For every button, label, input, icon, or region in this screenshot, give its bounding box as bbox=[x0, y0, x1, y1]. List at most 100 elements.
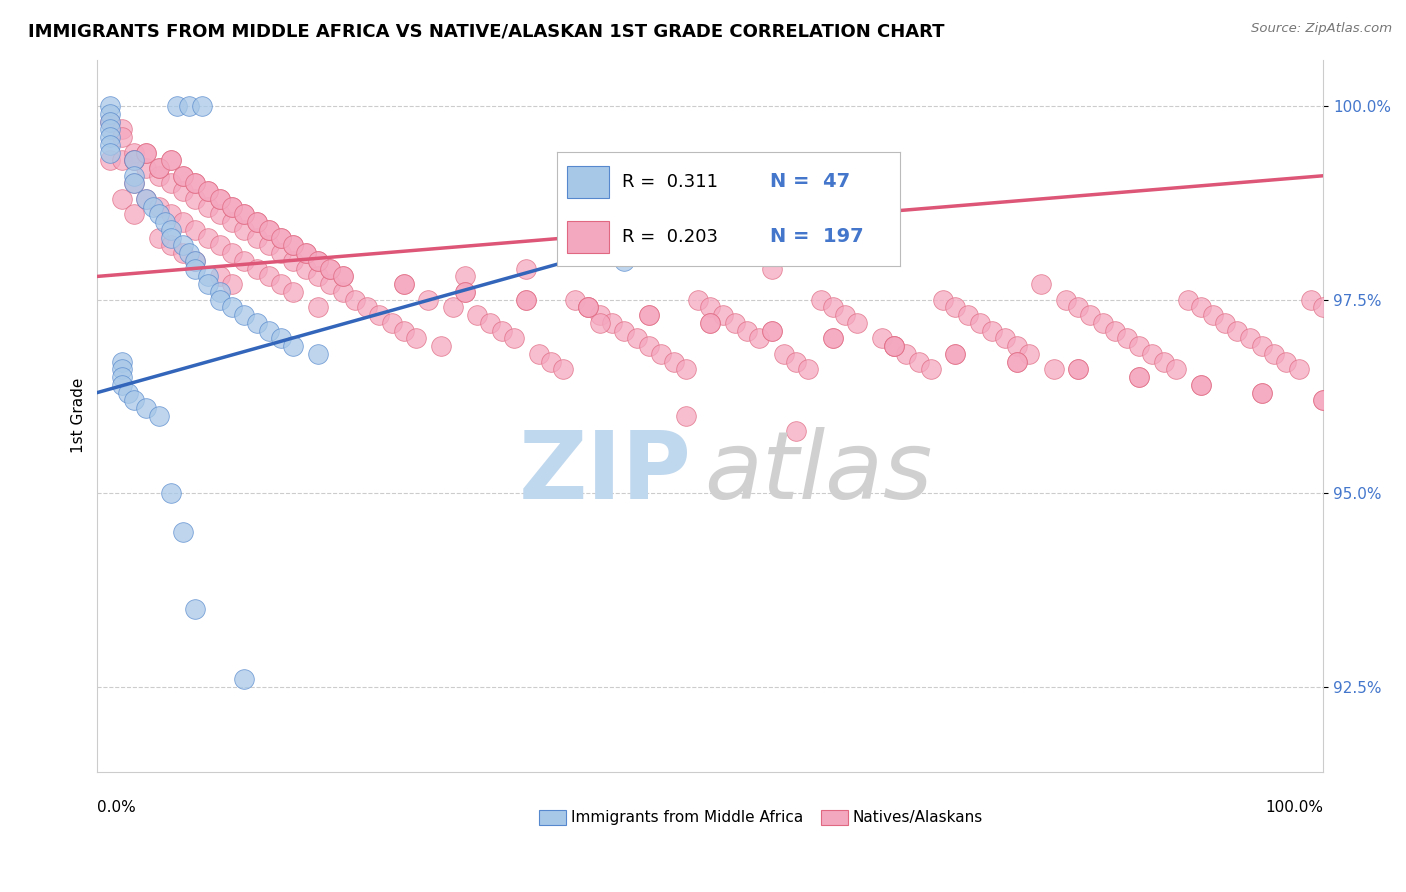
Point bbox=[184, 254, 207, 268]
Point bbox=[148, 169, 170, 183]
Point bbox=[515, 293, 537, 307]
Point bbox=[179, 246, 201, 260]
Point bbox=[135, 161, 157, 175]
Point bbox=[945, 347, 967, 361]
Point bbox=[1091, 316, 1114, 330]
Point bbox=[172, 246, 194, 260]
Point bbox=[1288, 362, 1310, 376]
Point bbox=[675, 409, 697, 423]
Point bbox=[1005, 354, 1028, 368]
Point bbox=[699, 316, 721, 330]
Point bbox=[111, 122, 134, 136]
Point bbox=[111, 362, 134, 376]
Point bbox=[98, 137, 121, 152]
FancyBboxPatch shape bbox=[821, 810, 848, 825]
Point bbox=[785, 354, 807, 368]
Point bbox=[184, 602, 207, 616]
Point bbox=[148, 207, 170, 221]
Point bbox=[1005, 339, 1028, 353]
Point bbox=[148, 230, 170, 244]
Point bbox=[135, 192, 157, 206]
Point bbox=[148, 161, 170, 175]
Point bbox=[945, 347, 967, 361]
Point bbox=[1251, 385, 1274, 400]
Point bbox=[773, 347, 796, 361]
Point bbox=[307, 347, 329, 361]
Point bbox=[724, 316, 747, 330]
Point bbox=[160, 207, 183, 221]
Point bbox=[233, 207, 256, 221]
Point bbox=[319, 261, 342, 276]
Point bbox=[576, 301, 599, 315]
Point bbox=[233, 223, 256, 237]
Point bbox=[111, 377, 134, 392]
Point bbox=[233, 207, 256, 221]
Point bbox=[564, 293, 586, 307]
Point bbox=[111, 370, 134, 384]
Point bbox=[111, 354, 134, 368]
Point bbox=[686, 293, 709, 307]
Point bbox=[761, 261, 783, 276]
Point bbox=[1128, 370, 1150, 384]
FancyBboxPatch shape bbox=[538, 810, 565, 825]
Point bbox=[883, 339, 905, 353]
Point bbox=[257, 223, 280, 237]
Point bbox=[1018, 347, 1040, 361]
Point bbox=[208, 207, 231, 221]
Point bbox=[122, 177, 145, 191]
Point bbox=[1213, 316, 1236, 330]
Point bbox=[859, 246, 882, 260]
Point bbox=[172, 184, 194, 198]
Point bbox=[160, 223, 183, 237]
Point bbox=[1128, 370, 1150, 384]
Point bbox=[1251, 385, 1274, 400]
Point bbox=[650, 347, 672, 361]
Point bbox=[122, 153, 145, 168]
Point bbox=[172, 169, 194, 183]
Point bbox=[221, 277, 243, 292]
Point bbox=[122, 207, 145, 221]
Point bbox=[283, 254, 305, 268]
Point bbox=[1031, 277, 1053, 292]
Point bbox=[122, 393, 145, 408]
Point bbox=[932, 293, 955, 307]
Point bbox=[197, 184, 219, 198]
Point bbox=[307, 269, 329, 284]
Point bbox=[1189, 301, 1212, 315]
Point bbox=[1251, 339, 1274, 353]
Point bbox=[283, 238, 305, 252]
Point bbox=[491, 324, 513, 338]
Point bbox=[135, 192, 157, 206]
Point bbox=[969, 316, 991, 330]
Point bbox=[307, 301, 329, 315]
Point bbox=[233, 308, 256, 322]
Point bbox=[478, 316, 501, 330]
Point bbox=[1054, 293, 1077, 307]
Point bbox=[122, 153, 145, 168]
Point bbox=[160, 486, 183, 500]
Point bbox=[98, 107, 121, 121]
Point bbox=[1202, 308, 1225, 322]
Point bbox=[172, 238, 194, 252]
Point bbox=[638, 308, 661, 322]
Point bbox=[821, 331, 844, 345]
Point bbox=[98, 130, 121, 145]
Point bbox=[589, 316, 612, 330]
Point bbox=[1189, 377, 1212, 392]
Text: ZIP: ZIP bbox=[519, 426, 692, 519]
Point bbox=[711, 308, 734, 322]
Point bbox=[294, 246, 316, 260]
Point bbox=[148, 161, 170, 175]
Point bbox=[246, 316, 269, 330]
Point bbox=[98, 145, 121, 160]
Point bbox=[319, 277, 342, 292]
Point bbox=[270, 277, 292, 292]
Point bbox=[1140, 347, 1163, 361]
Y-axis label: 1st Grade: 1st Grade bbox=[72, 378, 86, 453]
Point bbox=[148, 409, 170, 423]
Point bbox=[1299, 293, 1322, 307]
Point bbox=[613, 254, 636, 268]
Point bbox=[221, 301, 243, 315]
Point bbox=[883, 339, 905, 353]
Text: Source: ZipAtlas.com: Source: ZipAtlas.com bbox=[1251, 22, 1392, 36]
